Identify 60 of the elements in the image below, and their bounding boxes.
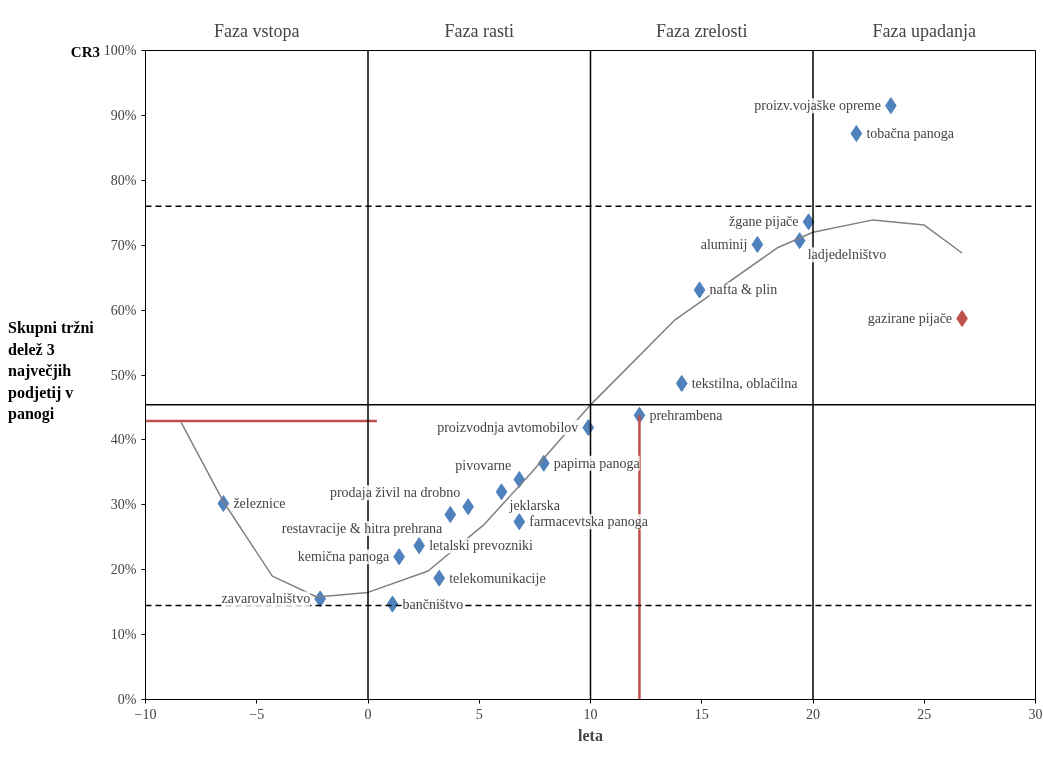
y-tick-label: 50%	[110, 367, 137, 383]
text: CR3	[70, 43, 100, 62]
y-tick-label: 20%	[110, 562, 137, 578]
y-tick-label: 30%	[110, 497, 137, 513]
x-tick-label: 15	[694, 706, 709, 722]
y-tick-label: 0%	[117, 692, 137, 707]
data-label: prehrambena	[649, 407, 724, 423]
y-tick-label: 10%	[110, 627, 137, 643]
x-tick-label: 30	[1028, 706, 1043, 722]
data-label: tekstilna, oblačilna	[691, 375, 799, 391]
point	[413, 537, 426, 555]
y-tick-label: 100%	[103, 43, 137, 58]
data-label: žgane pijače	[728, 214, 799, 230]
data-label: tobačna panoga	[866, 126, 955, 142]
point	[802, 213, 815, 231]
text: Faza rasti	[444, 20, 514, 41]
data-label: nafta & plin	[709, 282, 778, 298]
text: Faza zrelosti	[656, 20, 748, 41]
x-tick-label: 25	[917, 706, 932, 722]
text: Faza upadanja	[872, 20, 976, 41]
y-tick-label: 60%	[110, 302, 137, 318]
data-label: proizv.vojaške opreme	[754, 98, 881, 114]
data-label: prodaja živil na drobno	[329, 485, 461, 501]
x-tick-label: −5	[249, 706, 265, 722]
x-axis-title: leta	[578, 726, 603, 744]
data-label: papirna panoga	[553, 455, 641, 471]
y-tick-label: 40%	[110, 432, 137, 448]
x-tick-label: 20	[806, 706, 820, 722]
data-label: telekomunikacije	[449, 570, 546, 586]
data-label: bančništvo	[402, 596, 464, 612]
x-tick-label: 0	[364, 706, 372, 722]
data-label: aluminij	[700, 237, 748, 253]
data-label: pivovarne	[455, 457, 512, 473]
point	[386, 595, 399, 613]
y-tick-label: 90%	[110, 107, 137, 123]
data-label: kemična panoga	[297, 549, 390, 565]
y-tick-label: 80%	[110, 172, 137, 188]
point	[513, 513, 526, 531]
point	[850, 125, 863, 143]
x-tick-label: −10	[134, 706, 157, 722]
y-axis-title: Skupni tržni delež 3 največjih podjetij v panogi	[8, 318, 95, 425]
data-label: ladjedelništvo	[807, 247, 887, 263]
data-label: restavracije & hitra prehrana	[281, 521, 444, 537]
point	[444, 506, 457, 524]
data-label: železnice	[233, 496, 286, 511]
point	[693, 281, 706, 299]
point	[675, 374, 688, 392]
y-tick-label: 70%	[110, 237, 137, 253]
point	[433, 569, 446, 587]
text: Faza vstopa	[214, 20, 300, 41]
data-label: zavarovalništvo	[221, 591, 311, 607]
data-label: letalski prevozniki	[429, 538, 534, 554]
x-tick-label: 5	[475, 706, 483, 722]
data-label: farmacevtska panoga	[529, 514, 649, 530]
data-label: proizvodnja avtomobilov	[437, 420, 579, 436]
data-label: jeklarska	[508, 498, 561, 514]
point	[751, 236, 764, 254]
data-label: gazirane pijače	[867, 311, 953, 327]
point	[495, 483, 508, 501]
x-tick-label: 10	[583, 706, 598, 722]
